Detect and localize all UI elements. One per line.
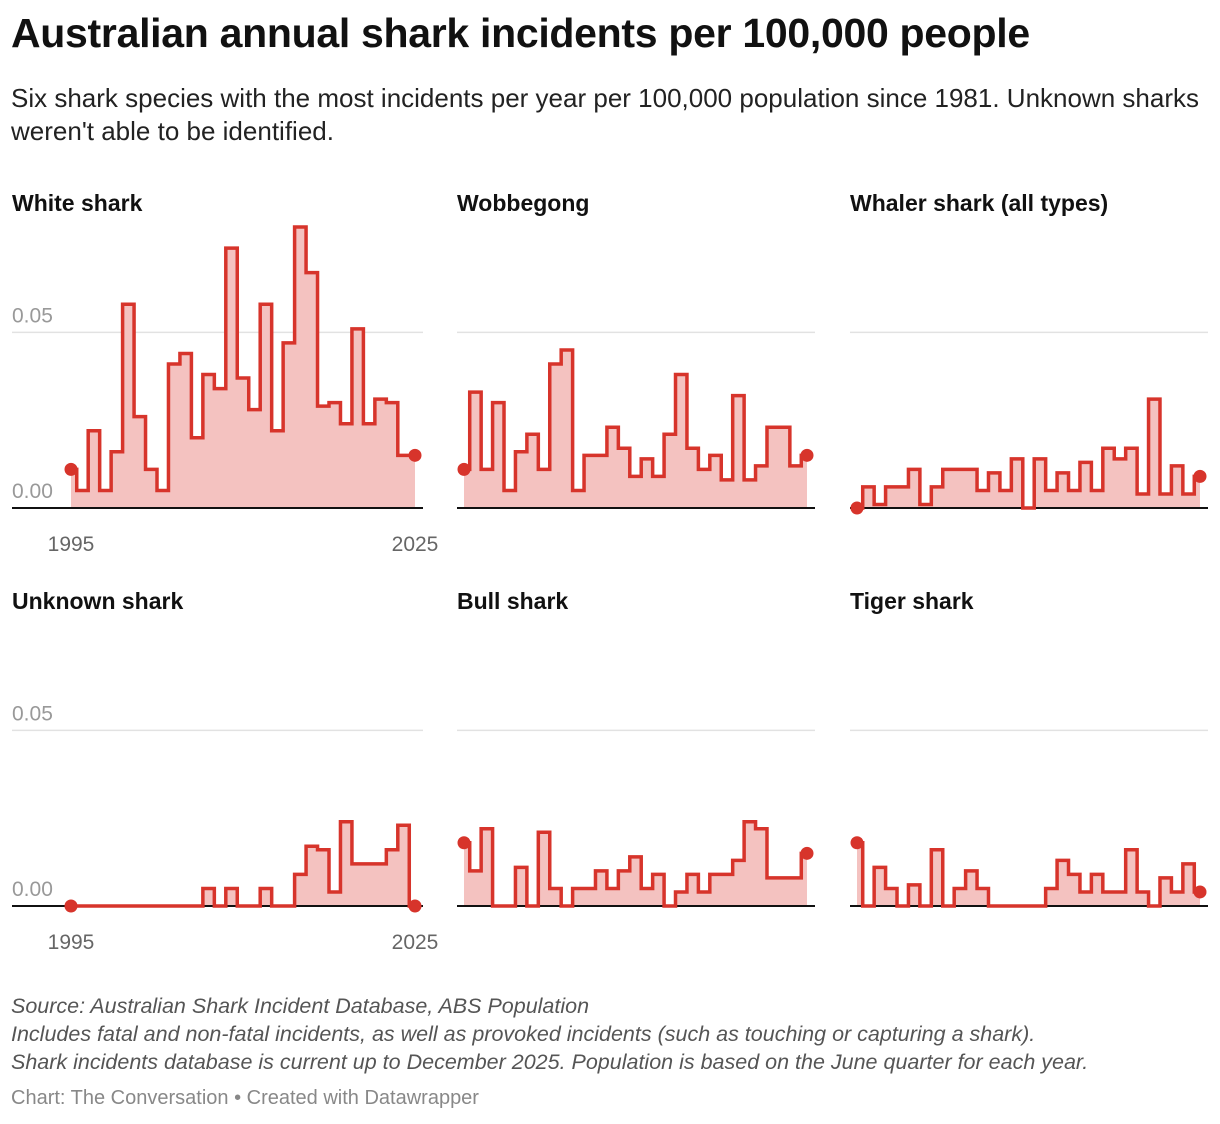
start-point-marker xyxy=(64,899,78,913)
panel-4: Bull shark xyxy=(457,588,815,908)
series-line xyxy=(464,819,807,908)
incidents-note: Includes fatal and non-fatal incidents, … xyxy=(11,1022,1036,1046)
panel-title: Wobbegong xyxy=(457,190,589,216)
y-tick-label: 0.05 xyxy=(12,702,53,725)
series-line xyxy=(71,819,415,908)
series-line xyxy=(464,348,807,493)
panel-title: Whaler shark (all types) xyxy=(850,190,1108,216)
y-tick-label: 0.05 xyxy=(12,304,53,327)
end-point-marker xyxy=(1193,885,1207,899)
series-line xyxy=(71,225,415,493)
panel-title: White shark xyxy=(12,190,143,216)
y-tick-label: 0.00 xyxy=(12,480,53,503)
panel-title: Unknown shark xyxy=(12,588,183,614)
chart-title: Australian annual shark incidents per 10… xyxy=(11,10,1030,56)
panel-0: White shark 0.00 0.05 1995 2025 xyxy=(12,190,438,556)
panel-5: Tiger shark xyxy=(850,588,1208,908)
x-tick-label: 1995 xyxy=(48,931,95,954)
end-point-marker xyxy=(1193,469,1207,483)
start-point-marker xyxy=(457,836,471,850)
panel-title: Tiger shark xyxy=(850,588,974,614)
small-multiples-charts: White shark 0.00 0.05 1995 2025 Wobbegong Whal… xyxy=(12,190,1208,954)
panel-2: Whaler shark (all types) xyxy=(850,190,1208,515)
start-point-marker xyxy=(850,501,864,515)
end-point-marker xyxy=(800,846,814,860)
panel-3: Unknown shark 0.00 0.05 1995 2025 xyxy=(12,588,438,954)
series-area xyxy=(71,227,415,508)
start-point-marker xyxy=(850,836,864,850)
x-tick-label: 1995 xyxy=(48,533,95,556)
panel-title: Bull shark xyxy=(457,588,568,614)
y-tick-label: 0.00 xyxy=(12,878,53,901)
database-note: Shark incidents database is current up t… xyxy=(11,1050,1089,1074)
footer: Source: Australian Shark Incident Databa… xyxy=(11,992,1211,1112)
start-point-marker xyxy=(457,462,471,476)
x-tick-label: 2025 xyxy=(392,931,439,954)
end-point-marker xyxy=(408,899,422,913)
x-tick-label: 2025 xyxy=(392,533,439,556)
source-note: Source: Australian Shark Incident Databa… xyxy=(11,994,590,1018)
chart-subtitle: Six shark species with the most incident… xyxy=(11,83,1199,146)
start-point-marker xyxy=(64,462,78,476)
panel-1: Wobbegong xyxy=(457,190,815,509)
credit-line: Chart: The Conversation • Created with D… xyxy=(11,1087,479,1109)
series-line xyxy=(857,841,1200,908)
end-point-marker xyxy=(408,448,422,462)
series-line xyxy=(857,397,1200,510)
end-point-marker xyxy=(800,448,814,462)
